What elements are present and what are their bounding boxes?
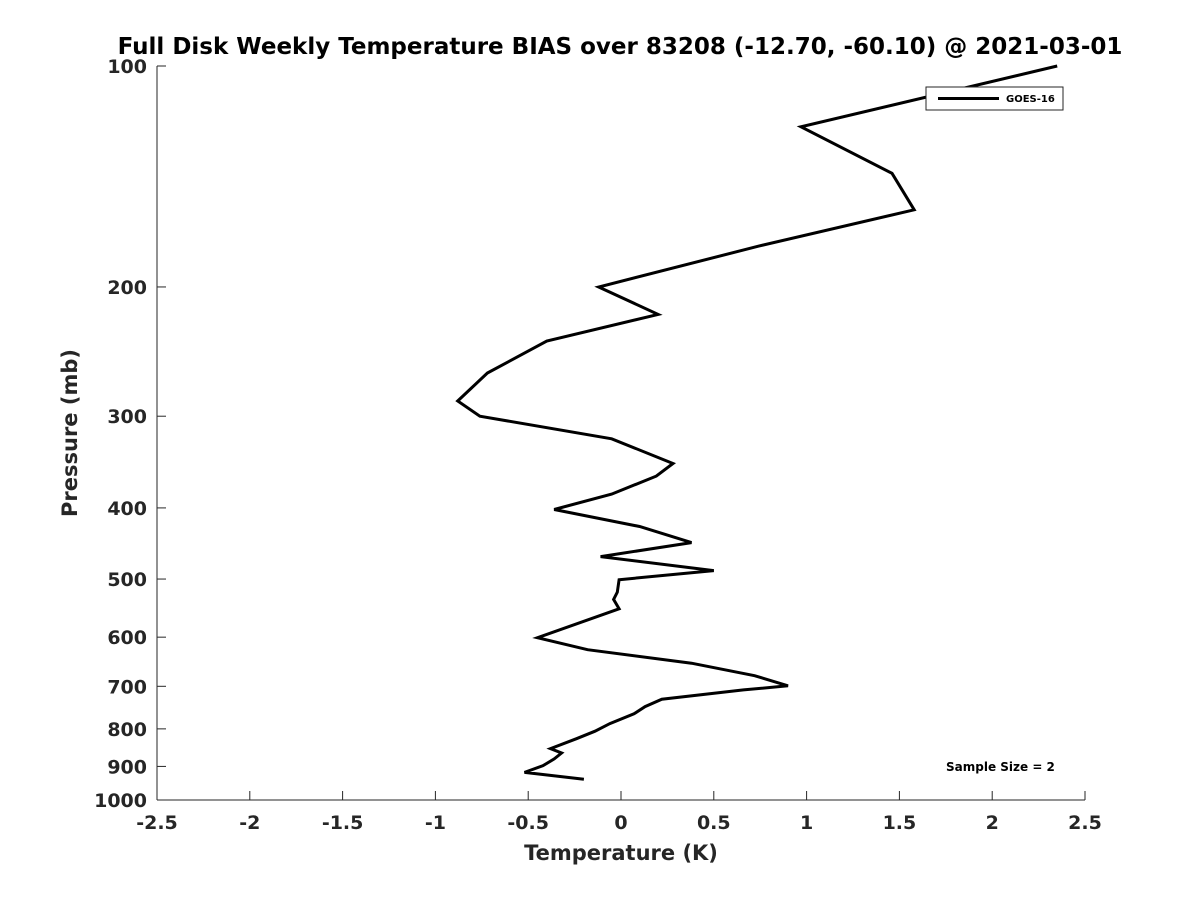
y-tick-label: 800 (107, 719, 147, 741)
x-tick-label: 1 (800, 812, 813, 834)
x-tick-label: -1 (425, 812, 446, 834)
y-axis-label: Pressure (mb) (58, 349, 82, 517)
x-ticks: -2.5 -2 -1.5 -1 -0.5 0 0.5 1 1.5 2 2.5 (136, 791, 1102, 834)
x-tick-label: 2 (986, 812, 999, 834)
x-tick-label: -1.5 (322, 812, 364, 834)
x-tick-label: 0.5 (697, 812, 731, 834)
y-tick-label: 700 (107, 676, 147, 698)
legend: GOES-16 (925, 86, 1064, 111)
x-tick-label: 1.5 (883, 812, 917, 834)
series-line-goes-16 (455, 64, 1058, 781)
chart-title: Full Disk Weekly Temperature BIAS over 8… (118, 34, 1123, 60)
x-axis-label: Temperature (K) (524, 841, 718, 865)
x-tick-label: 0 (614, 812, 627, 834)
x-tick-label: -0.5 (507, 812, 549, 834)
series-layer (455, 64, 1058, 781)
y-tick-label: 100 (107, 56, 147, 78)
y-tick-label: 400 (107, 498, 147, 520)
y-tick-label: 600 (107, 627, 147, 649)
legend-label: GOES-16 (1006, 94, 1055, 105)
y-tick-label: 200 (107, 277, 147, 299)
y-tick-label: 900 (107, 756, 147, 778)
x-tick-label: 2.5 (1068, 812, 1102, 834)
sample-size-annotation: Sample Size = 2 (946, 760, 1055, 774)
y-tick-label: 1000 (94, 790, 147, 812)
y-tick-label: 500 (107, 569, 147, 591)
axes (156, 66, 1085, 801)
y-ticks: 100 200 300 400 500 600 700 800 900 1000 (94, 56, 166, 812)
x-tick-label: -2 (239, 812, 260, 834)
y-tick-label: 300 (107, 406, 147, 428)
x-tick-label: -2.5 (136, 812, 178, 834)
